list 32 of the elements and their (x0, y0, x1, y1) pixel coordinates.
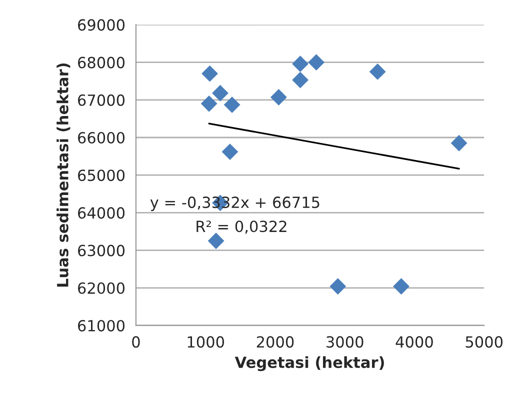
point (270, 89, 287, 106)
x-tick-label: 5000 (466, 336, 503, 348)
point (450, 134, 468, 152)
y-tick-label: 66000 (78, 132, 125, 144)
x-tick-label: 3000 (326, 336, 364, 348)
point (212, 84, 228, 102)
x-tick-label: 4000 (396, 336, 433, 348)
point (200, 95, 218, 112)
y-tick-label: 69000 (78, 19, 125, 31)
y-tick-label: 68000 (78, 56, 125, 68)
point (292, 56, 308, 72)
point (369, 63, 386, 80)
y-axis-title: Luas sedimentasi (hektar) (56, 63, 70, 287)
x-tick-label: 2000 (256, 336, 294, 348)
y-tick-label: 65000 (78, 170, 125, 182)
point (202, 65, 218, 82)
point (208, 232, 224, 250)
y-tick-label: 61000 (78, 320, 125, 332)
point (222, 144, 238, 160)
point (292, 72, 308, 88)
point (330, 278, 346, 295)
point (224, 96, 240, 114)
x-axis-title: Vegetasi (hektar) (234, 356, 384, 372)
y-tick-label: 64000 (78, 207, 125, 219)
y-tick-label: 67000 (78, 94, 125, 106)
point (308, 54, 325, 71)
point (393, 278, 410, 295)
x-tick-label: 1000 (188, 336, 224, 348)
y-tick-label: 63000 (78, 244, 125, 256)
y-tick-label: 62000 (78, 282, 125, 294)
x-tick-label: 0 (132, 336, 140, 348)
annotation: R² = 0,0322 (196, 220, 286, 234)
